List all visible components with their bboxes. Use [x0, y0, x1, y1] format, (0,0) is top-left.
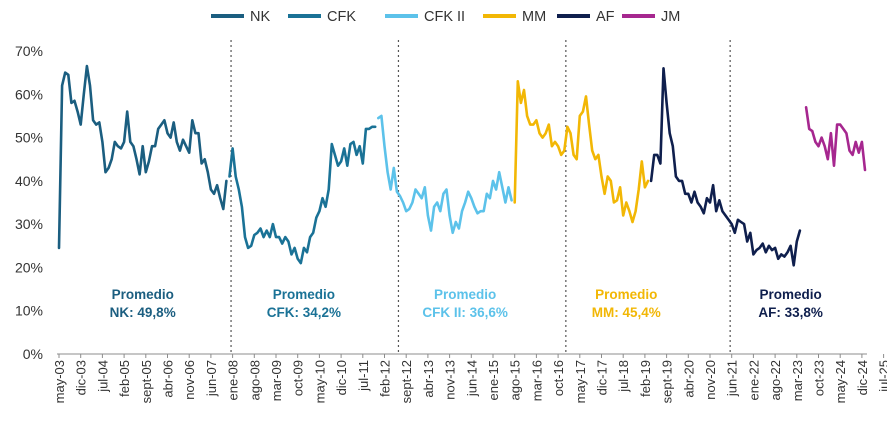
x-tick-label: oct-23: [812, 360, 827, 396]
x-tick-label: jul-25: [877, 360, 887, 393]
x-tick-label: may-03: [52, 360, 67, 403]
legend-label: JM: [661, 9, 680, 25]
x-tick-label: jun-07: [204, 360, 219, 397]
x-tick-label: nov-06: [182, 360, 197, 400]
legend-label: AF: [596, 9, 615, 25]
average-label-value: NK: 49,8%: [110, 305, 176, 320]
series-line-nk: [57, 64, 228, 250]
x-tick-label: feb-12: [378, 360, 393, 397]
x-tick-label: dic-10: [334, 360, 349, 395]
x-tick-label: ene-22: [746, 360, 761, 400]
legend-label: MM: [522, 9, 546, 25]
x-tick-label: jun-21: [725, 360, 740, 397]
x-tick-label: ene-08: [226, 360, 241, 400]
y-tick-label: 10%: [15, 303, 43, 319]
x-tick-label: abr-13: [421, 360, 436, 398]
x-tick-label: ago-08: [247, 360, 262, 400]
y-tick-label: 0%: [23, 346, 43, 362]
x-tick-label: dic-24: [855, 360, 870, 395]
x-tick-label: oct-09: [291, 360, 306, 396]
x-tick-label: jul-04: [95, 360, 110, 393]
series-line-mm: [513, 80, 650, 224]
x-tick-label: abr-20: [681, 360, 696, 398]
legend-label: NK: [250, 9, 270, 25]
x-tick-label: jul-18: [616, 360, 631, 393]
x-tick-label: nov-20: [703, 360, 718, 400]
x-tick-label: sept-19: [660, 360, 675, 403]
x-tick-label: may-10: [312, 360, 327, 403]
x-tick-label: sept-05: [139, 360, 154, 403]
y-tick-label: 30%: [15, 216, 43, 232]
x-tick-label: dic-17: [595, 360, 610, 395]
average-label-value: CFK: 34,2%: [267, 305, 341, 320]
x-tick-label: mar-16: [529, 360, 544, 401]
legend-label: CFK II: [424, 9, 465, 25]
series-line-cfk-ii: [376, 114, 513, 235]
average-label-value: MM: 45,4%: [592, 305, 661, 320]
x-tick-label: nov-13: [443, 360, 458, 400]
average-label-value: AF: 33,8%: [758, 305, 823, 320]
x-tick-label: ago-22: [768, 360, 783, 400]
series-line-af: [649, 67, 802, 267]
y-tick-label: 60%: [15, 86, 43, 102]
x-tick-label: mar-09: [269, 360, 284, 401]
series-line-jm: [804, 106, 867, 172]
x-tick-label: abr-06: [161, 360, 176, 398]
x-tick-label: ene-15: [486, 360, 501, 400]
x-tick-label: may-24: [833, 360, 848, 403]
average-label-title: Promedio: [759, 287, 821, 302]
average-label-title: Promedio: [112, 287, 174, 302]
y-tick-label: 20%: [15, 259, 43, 275]
y-tick-label: 50%: [15, 130, 43, 146]
y-tick-label: 70%: [15, 43, 43, 59]
x-tick-label: jun-14: [464, 360, 479, 397]
x-tick-label: feb-05: [117, 360, 132, 397]
x-tick-label: feb-19: [638, 360, 653, 397]
legend-label: CFK: [327, 9, 356, 25]
x-tick-label: jul-11: [356, 360, 371, 392]
x-tick-label: ago-15: [508, 360, 523, 400]
average-label-title: Promedio: [434, 287, 496, 302]
x-tick-label: oct-16: [551, 360, 566, 396]
x-tick-label: may-17: [573, 360, 588, 403]
x-tick-label: mar-23: [790, 360, 805, 401]
average-label-title: Promedio: [273, 287, 335, 302]
series-line-cfk: [228, 125, 377, 265]
average-label-title: Promedio: [595, 287, 657, 302]
average-label-value: CFK II: 36,6%: [422, 305, 508, 320]
y-tick-label: 40%: [15, 173, 43, 189]
x-tick-label: sept-12: [399, 360, 414, 403]
x-tick-label: dic-03: [74, 360, 89, 395]
